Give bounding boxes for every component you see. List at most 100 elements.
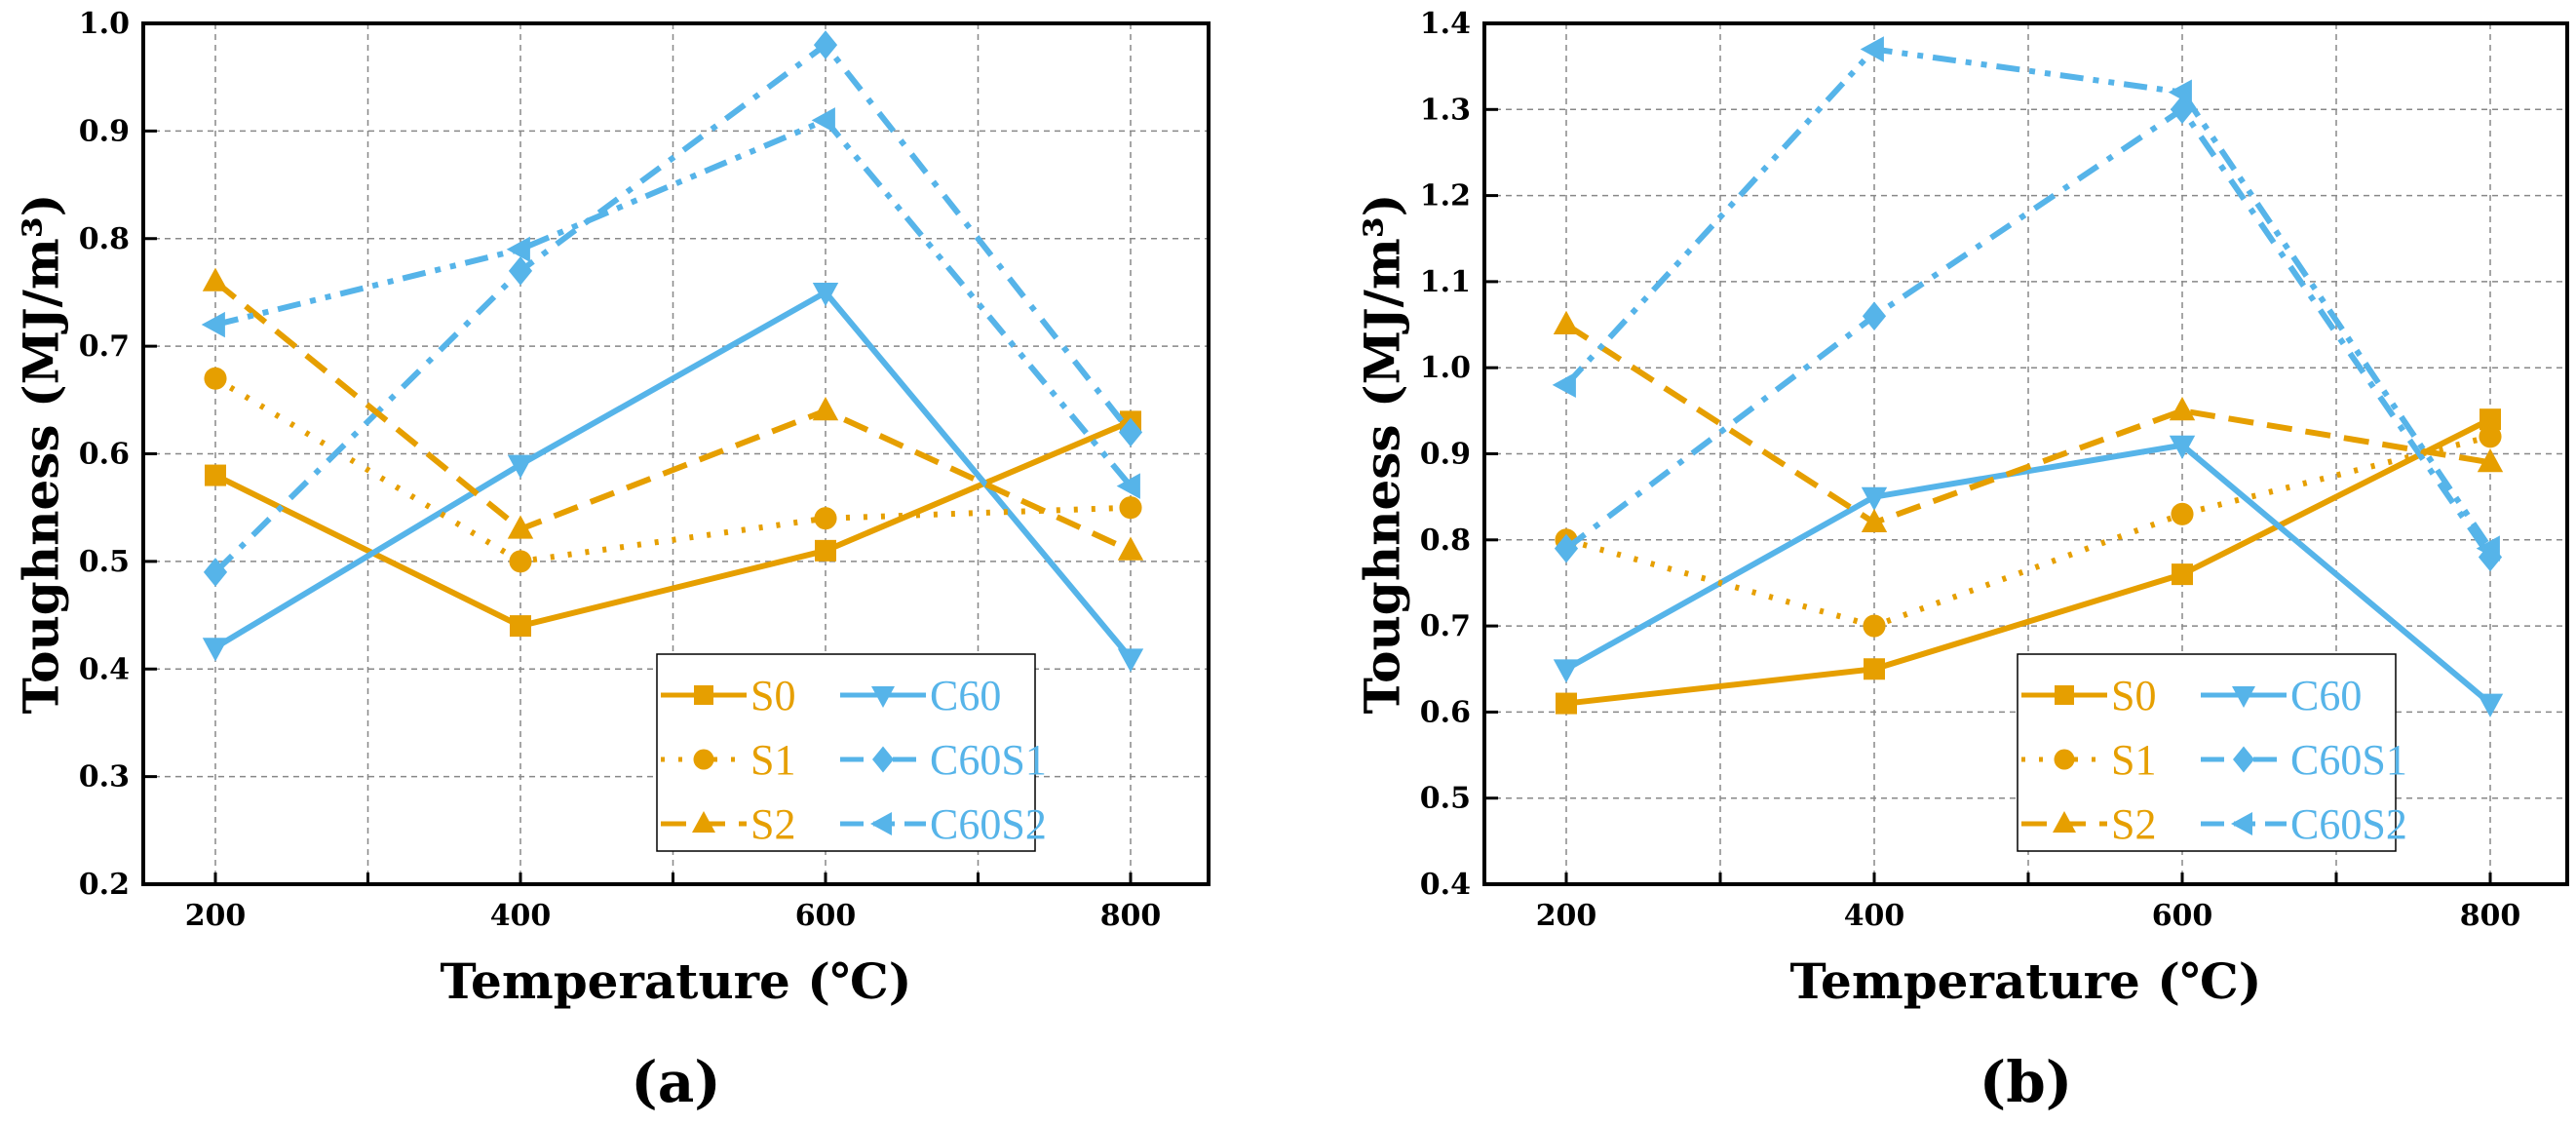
data-point-S1	[2171, 502, 2194, 525]
panel-label: (b)	[1980, 1049, 2072, 1115]
data-point-C60	[202, 638, 229, 662]
legend-marker-S2	[2053, 811, 2076, 833]
legend-label-C60S2: C60S2	[2290, 800, 2407, 848]
series-line-S1	[213, 375, 1132, 564]
x-tick-label: 200	[1536, 899, 1597, 933]
data-point-S2	[202, 267, 229, 291]
series-S1	[204, 367, 1142, 573]
legend-marker-C60S1	[2233, 746, 2254, 773]
data-point-S1	[204, 367, 227, 390]
x-axis-title: Temperature (℃)	[1790, 952, 2262, 1010]
x-tick-label: 600	[2152, 899, 2213, 933]
y-tick-label: 0.8	[79, 222, 130, 256]
data-point-S1	[509, 550, 532, 573]
data-point-C60	[812, 283, 839, 307]
data-point-C60S2	[2168, 79, 2192, 105]
data-point-S0	[2480, 408, 2501, 431]
legend-label-S2: S2	[2111, 800, 2156, 848]
data-point-C60	[1117, 648, 1144, 673]
data-point-S1	[1119, 496, 1142, 520]
data-point-C60S2	[1860, 36, 1884, 62]
legend-marker-C60	[2232, 686, 2255, 708]
plot-frame	[141, 21, 1211, 886]
data-point-S0	[1556, 692, 1577, 715]
legend-marker-C60S2	[870, 812, 892, 835]
data-point-C60S1	[1862, 301, 1887, 331]
data-point-S2	[1861, 508, 1888, 533]
x-tick-label: 600	[795, 899, 857, 933]
y-tick-label: 0.8	[1420, 524, 1471, 558]
y-tick-label: 1.3	[1420, 93, 1471, 127]
y-tick-label: 0.4	[79, 652, 130, 686]
data-point-S0	[2172, 563, 2193, 586]
data-point-C60S1	[1554, 533, 1579, 563]
y-tick-label: 0.7	[1420, 609, 1471, 643]
data-point-S2	[2477, 448, 2504, 473]
legend-label-S2: S2	[750, 800, 795, 848]
y-tick-label: 1.2	[1420, 179, 1471, 213]
data-point-S0	[1864, 658, 1885, 680]
legend-label-C60S1: C60S1	[2290, 736, 2407, 784]
data-point-C60S2	[811, 107, 835, 134]
data-point-C60S1	[1118, 417, 1143, 447]
data-point-S0	[205, 464, 226, 486]
data-point-C60	[1553, 659, 1580, 683]
y-tick-label: 0.7	[79, 330, 130, 364]
legend-label-C60: C60	[2290, 672, 2362, 719]
data-point-S1	[814, 507, 837, 530]
legend-marker-S0	[2055, 685, 2074, 705]
series-line-C60S1	[212, 42, 1134, 575]
chart-panel-a: 0.2 0.3 0.4 0.5 0.6 0.7 0.8 0.9 1.0 200 400 600 800 S…	[13, 7, 1211, 1115]
legend-marker-S1	[2054, 749, 2075, 770]
legend-label-S0: S0	[750, 672, 795, 719]
data-point-S2	[1117, 536, 1144, 561]
legend-marker-S1	[693, 749, 714, 770]
data-point-C60S1	[2478, 542, 2503, 572]
legend-label-S0: S0	[2111, 672, 2156, 719]
legend-marker-C60S1	[872, 746, 894, 773]
y-tick-label: 1.1	[1420, 265, 1471, 299]
series-C60S2	[201, 107, 1140, 499]
y-tick-label: 1.0	[79, 7, 130, 41]
y-tick-label: 1.0	[1420, 351, 1471, 385]
y-tick-label: 0.9	[1420, 438, 1471, 472]
series-line-S0	[213, 418, 1133, 630]
legend-box	[2017, 653, 2397, 852]
data-point-C60S2	[506, 236, 530, 262]
y-tick-label: 0.4	[1420, 868, 1471, 902]
y-axis-title: Toughness (MJ/m³)	[1354, 194, 1411, 715]
series-S0	[205, 410, 1141, 638]
chart-panel-b: 0.4 0.5 0.6 0.7 0.8 0.9 1.0 1.1 1.2 1.3 1.4 200 400 6…	[1354, 7, 2569, 1115]
series-S1	[1555, 425, 2502, 638]
x-tick-label: 400	[490, 899, 552, 933]
series-line-C60S2	[1563, 46, 2493, 551]
series-line-S1	[1565, 433, 2491, 630]
series-S2	[202, 267, 1144, 561]
y-tick-label: 0.2	[79, 868, 130, 902]
panel-label: (a)	[631, 1049, 720, 1115]
legend-label-C60: C60	[930, 672, 1001, 719]
x-tick-label: 800	[1100, 899, 1162, 933]
data-point-S0	[510, 615, 531, 638]
y-tick-label: 0.3	[79, 760, 130, 795]
x-tick-label: 800	[2460, 899, 2521, 933]
y-tick-label: 0.6	[1420, 695, 1471, 729]
data-point-C60	[1861, 486, 1888, 511]
x-axis-title: Temperature (℃)	[441, 952, 912, 1010]
series-line-S2	[1564, 322, 2491, 526]
legend-marker-S0	[694, 685, 713, 705]
series-S0	[1556, 408, 2501, 715]
series-line-C60	[213, 289, 1134, 661]
series-C60S1	[203, 30, 1143, 587]
data-point-S2	[1553, 310, 1580, 334]
data-point-C60S2	[1116, 473, 1140, 499]
y-axis-title: Toughness (MJ/m³)	[13, 194, 70, 715]
data-point-C60S1	[813, 30, 838, 59]
data-point-S2	[2169, 397, 2196, 421]
data-point-S2	[812, 397, 839, 421]
legend-marker-S2	[692, 811, 715, 833]
series-S2	[1553, 310, 2504, 533]
